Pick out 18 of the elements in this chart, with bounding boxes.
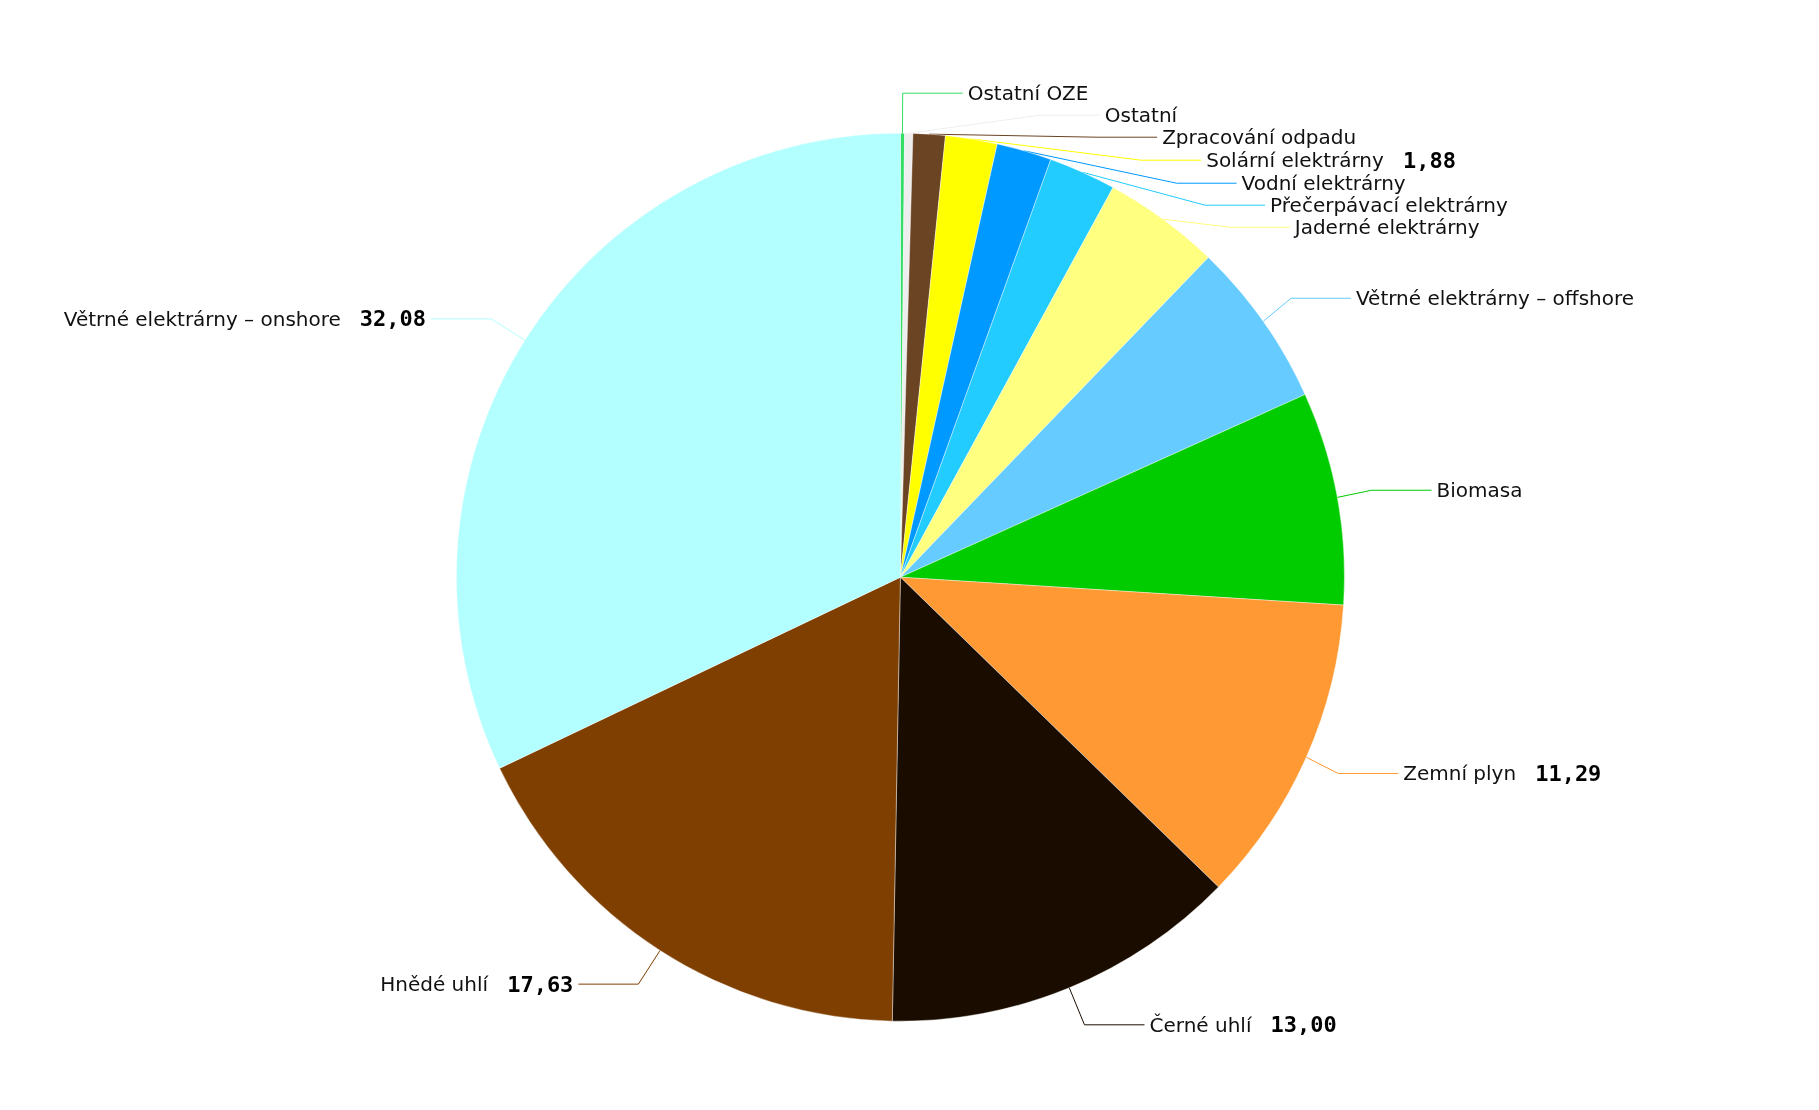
slice-label: Větrné elektrárny – offshore bbox=[1355, 286, 1635, 311]
slice-label: Zemní plyn bbox=[1403, 761, 1517, 786]
slice-label: Jaderné elektrárny bbox=[1292, 215, 1480, 240]
data-label: 11,29 bbox=[1535, 760, 1602, 786]
slice-label: Ostatní bbox=[1104, 103, 1179, 128]
data-label: 13,00 bbox=[1270, 1012, 1337, 1038]
slice-label: Přečerpávací elektrárny bbox=[1270, 193, 1508, 218]
slice-label: Vodní elektrárny bbox=[1241, 171, 1406, 196]
slice-label: Zpracování odpadu bbox=[1162, 125, 1357, 150]
data-label: 32,08 bbox=[359, 306, 427, 332]
slice-label: Černé uhlí bbox=[1149, 1012, 1253, 1037]
slice-label: Ostatní OZE bbox=[967, 81, 1089, 106]
slice-label: Solární elektrárny bbox=[1206, 148, 1384, 173]
data-label: 17,63 bbox=[507, 971, 574, 997]
slice-label: Hnědé uhlí bbox=[380, 972, 490, 997]
data-label: 1,88 bbox=[1402, 147, 1456, 173]
slice-label: Větrné elektrárny – onshore bbox=[63, 306, 341, 331]
slice-label: Biomasa bbox=[1436, 478, 1523, 503]
